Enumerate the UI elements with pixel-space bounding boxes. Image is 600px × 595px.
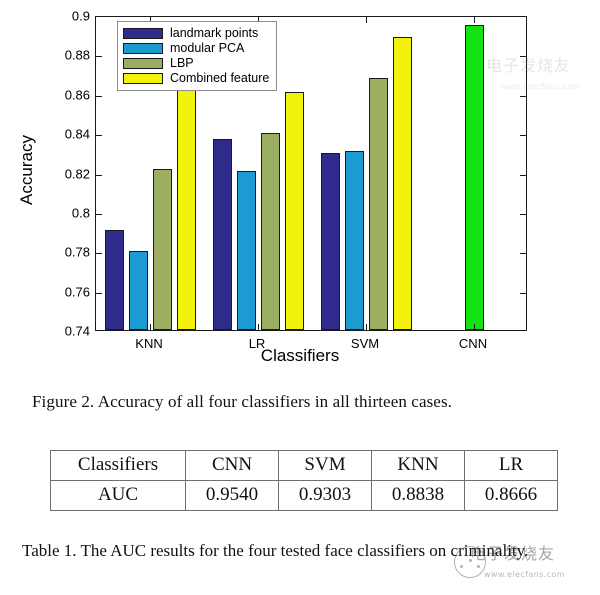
y-axis-tick-label: 0.82 — [64, 166, 90, 181]
table-cell: AUC — [50, 480, 186, 511]
plot-frame: landmark points modular PCA LBP Combined fe… — [95, 16, 527, 331]
y-axis-tick-mark — [96, 174, 102, 176]
x-axis-tick-mark — [474, 324, 475, 330]
x-axis-tick-mark — [366, 324, 367, 330]
y-axis-tick-mark — [96, 135, 102, 137]
x-axis-title: Classifiers — [260, 346, 340, 365]
legend-item: modular PCA — [123, 41, 269, 56]
x-axis-tick-label: SVM — [350, 336, 380, 351]
bar-knn-lbp — [152, 168, 172, 330]
legend-swatch-icon — [123, 28, 163, 39]
table-caption: Table 1. The AUC results for the four te… — [22, 541, 529, 560]
legend-label: modular PCA — [170, 41, 245, 55]
y-axis-tick-label: 0.84 — [64, 126, 90, 142]
bar-knn-combined-feature — [176, 81, 196, 330]
bar-lr-combined-feature — [284, 91, 304, 330]
y-axis-tick-mark — [520, 253, 526, 255]
table-cell: 0.9540 — [185, 480, 279, 511]
table-row: AUC 0.9540 0.9303 0.8838 0.8666 — [50, 480, 558, 511]
legend-label: LBP — [170, 56, 194, 70]
legend-item: landmark points — [123, 26, 269, 41]
auc-table-body: Classifiers CNN SVM KNN LR AUC 0.9540 0.9303 0.8… — [50, 450, 558, 511]
y-axis-tick-label: 0.74 — [64, 323, 90, 339]
bar-knn-modular-pca — [128, 251, 148, 330]
y-axis-tick-label: 0.9 — [71, 8, 90, 24]
table-cell: 0.8666 — [464, 480, 558, 511]
figure-caption: Figure 2. Accuracy of all four classifie… — [32, 392, 453, 411]
y-axis-tick-label: 0.76 — [64, 284, 90, 300]
x-axis-tick-label: KNN — [135, 336, 163, 351]
y-axis-tick-label: 0.86 — [64, 87, 90, 103]
legend-item: Combined feature — [123, 71, 269, 86]
y-axis-tick-label: 0.88 — [64, 47, 90, 63]
bar-lr-lbp — [260, 133, 280, 330]
y-axis-tick-labels: 0.74 0.76 0.78 0.8 0.82 0.84 0.86 0.88 0.9 — [30, 9, 90, 339]
x-axis-tick-mark — [366, 17, 367, 23]
y-axis-tick-mark — [96, 213, 102, 215]
x-axis-tick-mark — [474, 17, 475, 23]
y-axis-tick-mark — [520, 292, 526, 294]
bar-lr-landmark-points — [212, 139, 232, 330]
legend-swatch-icon — [123, 58, 163, 69]
legend-swatch-icon — [123, 43, 163, 54]
y-axis-tick-mark — [96, 95, 102, 97]
y-axis-tick-mark — [520, 95, 526, 97]
table-header-row: Classifiers CNN SVM KNN LR — [50, 450, 558, 481]
y-axis-tick-mark — [520, 135, 526, 137]
watermark-text-url: www.elecfans.com — [484, 570, 565, 579]
bar-lr-modular-pca — [236, 170, 256, 330]
y-axis-tick-label: 0.78 — [64, 244, 90, 260]
x-axis-tick-mark — [150, 324, 151, 330]
table-header-cell: Classifiers — [50, 450, 186, 481]
x-axis-tick-mark — [258, 17, 259, 23]
table-cell: 0.9303 — [278, 480, 372, 511]
y-axis-tick-mark — [520, 213, 526, 215]
legend-swatch-icon — [123, 73, 163, 84]
plot-area — [96, 17, 526, 330]
chart-legend: landmark points modular PCA LBP Combined fe… — [117, 21, 278, 91]
x-axis-tick-mark — [258, 324, 259, 330]
legend-label: landmark points — [170, 26, 259, 40]
bar-svm-modular-pca — [344, 150, 364, 330]
y-axis-tick-mark — [520, 174, 526, 176]
table-header-cell: SVM — [278, 450, 372, 481]
y-axis-tick-mark — [96, 253, 102, 255]
x-axis-tick-label: LR — [248, 336, 266, 351]
table-header-cell: LR — [464, 450, 558, 481]
bar-cnn-cnn — [464, 24, 484, 330]
y-axis-tick-mark — [96, 56, 102, 58]
legend-item: LBP — [123, 56, 269, 71]
table-cell: 0.8838 — [371, 480, 465, 511]
bar-svm-landmark-points — [320, 152, 340, 330]
legend-label: Combined feature — [170, 71, 270, 85]
y-axis-tick-mark — [520, 56, 526, 58]
table-header-cell: CNN — [185, 450, 279, 481]
y-axis-tick-label: 0.8 — [71, 205, 90, 221]
x-axis-tick-mark — [150, 17, 151, 23]
bar-svm-combined-feature — [392, 36, 412, 330]
y-axis-tick-mark — [96, 292, 102, 294]
auc-results-table: Classifiers CNN SVM KNN LR AUC 0.9540 0.9303 0.8… — [50, 450, 558, 511]
bar-knn-landmark-points — [104, 229, 124, 330]
figure-2: Accuracy 0.74 0.76 0.78 0.8 0.82 0.84 0.86 0.88… — [17, 9, 580, 366]
bar-svm-lbp — [368, 78, 388, 330]
table-header-cell: KNN — [371, 450, 465, 481]
x-axis-tick-label: CNN — [458, 336, 488, 351]
